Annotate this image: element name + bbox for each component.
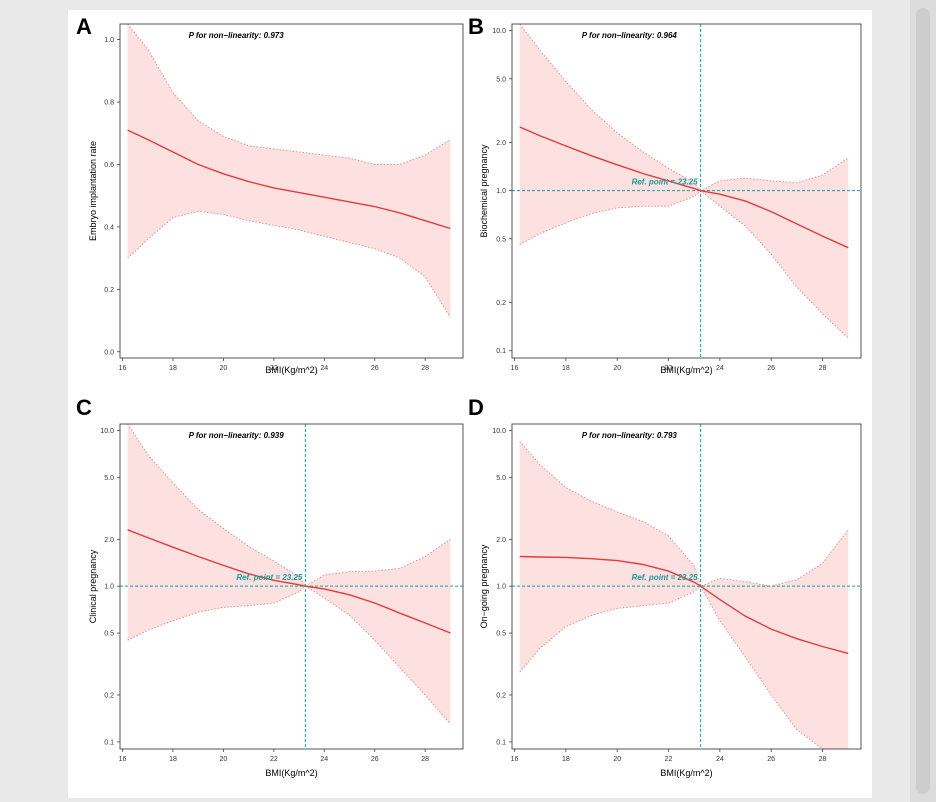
lower-ci-line bbox=[519, 585, 849, 749]
estimate-curve bbox=[127, 129, 451, 230]
vertical-scrollbar[interactable] bbox=[910, 0, 936, 802]
x-tick-label: 20 bbox=[613, 365, 621, 372]
y-axis-title: Biochemical pregnancy bbox=[479, 144, 489, 238]
x-tick-label: 18 bbox=[562, 756, 570, 763]
y-tick-label: 0.5 bbox=[104, 631, 114, 638]
upper-ci-line bbox=[127, 24, 451, 165]
x-tick-label: 18 bbox=[169, 756, 177, 763]
x-tick-label: 22 bbox=[270, 365, 278, 372]
x-tick-label: 28 bbox=[421, 365, 429, 372]
confidence-band bbox=[519, 24, 849, 338]
estimate-curve bbox=[127, 529, 451, 634]
y-tick-label: 0.2 bbox=[104, 287, 114, 294]
x-tick-label: 18 bbox=[169, 365, 177, 372]
y-tick-label: 1.0 bbox=[104, 37, 114, 44]
y-tick-label: 1.0 bbox=[496, 188, 506, 195]
y-axis-title: Clinical pregnancy bbox=[88, 549, 98, 623]
y-tick-label: 2.0 bbox=[496, 537, 506, 544]
upper-ci-line bbox=[519, 441, 849, 587]
lower-ci-line bbox=[127, 585, 451, 725]
nonlinearity-annotation: P for non−linearity: 0.964 bbox=[582, 31, 678, 40]
y-tick-label: 0.5 bbox=[496, 631, 506, 638]
y-tick-label: 0.0 bbox=[104, 349, 114, 356]
confidence-band bbox=[519, 441, 849, 749]
x-tick-label: 26 bbox=[371, 756, 379, 763]
y-tick-label: 0.1 bbox=[104, 739, 114, 746]
y-tick-label: 0.4 bbox=[104, 224, 114, 231]
confidence-band bbox=[127, 424, 451, 725]
y-tick-label: 0.2 bbox=[496, 693, 506, 700]
reference-point-label: Ref. point = 23.25 bbox=[632, 178, 699, 187]
panel-a: A P for non−linearity: 0.973 16 18 20 22 24 26 2… bbox=[76, 14, 464, 375]
y-tick-label: 10.0 bbox=[492, 428, 506, 435]
y-tick-label: 0.1 bbox=[496, 348, 506, 355]
nonlinearity-annotation: P for non−linearity: 0.939 bbox=[189, 431, 285, 440]
x-tick-label: 24 bbox=[320, 365, 328, 372]
estimate-curve bbox=[519, 555, 849, 655]
y-tick-label: 0.8 bbox=[104, 100, 114, 107]
x-tick-label: 24 bbox=[716, 756, 724, 763]
y-tick-label: 0.5 bbox=[496, 236, 506, 243]
x-tick-label: 26 bbox=[371, 365, 379, 372]
panel-letter: B bbox=[468, 14, 484, 39]
y-tick-label: 5.0 bbox=[104, 475, 114, 482]
panel-d: D Ref. point = 23.25 P for non−linearity: … bbox=[468, 395, 862, 778]
confidence-band bbox=[127, 24, 451, 318]
y-tick-label: 0.1 bbox=[496, 739, 506, 746]
x-tick-label: 26 bbox=[767, 365, 775, 372]
y-tick-label: 0.2 bbox=[104, 693, 114, 700]
panel-letter: A bbox=[76, 14, 92, 39]
y-tick-label: 1.0 bbox=[496, 584, 506, 591]
panel-letter: D bbox=[468, 395, 484, 420]
x-tick-label: 20 bbox=[220, 365, 228, 372]
y-tick-label: 10.0 bbox=[492, 28, 506, 35]
reference-point-label: Ref. point = 23.25 bbox=[236, 573, 303, 582]
x-tick-label: 16 bbox=[511, 756, 519, 763]
upper-ci-line bbox=[519, 24, 849, 192]
x-tick-label: 22 bbox=[665, 756, 673, 763]
panel-c: C Ref. point = 23.25 P for non−linearity: … bbox=[76, 395, 464, 778]
scrollbar-thumb[interactable] bbox=[916, 8, 930, 794]
x-tick-label: 20 bbox=[220, 756, 228, 763]
nonlinearity-annotation: P for non−linearity: 0.973 bbox=[189, 31, 285, 40]
panel-b: B Ref. point = 23.25 P for non−linearity: … bbox=[468, 14, 862, 375]
y-tick-label: 2.0 bbox=[496, 140, 506, 147]
x-tick-label: 22 bbox=[270, 756, 278, 763]
x-axis-title: BMI(Kg/m^2) bbox=[265, 365, 317, 375]
x-tick-label: 28 bbox=[819, 365, 827, 372]
y-tick-label: 0.2 bbox=[496, 300, 506, 307]
y-tick-label: 5.0 bbox=[496, 475, 506, 482]
y-tick-label: 0.6 bbox=[104, 162, 114, 169]
x-tick-label: 28 bbox=[819, 756, 827, 763]
x-axis-title: BMI(Kg/m^2) bbox=[660, 365, 712, 375]
y-axis-title: On−going pregnancy bbox=[479, 544, 489, 628]
figure-canvas: A P for non−linearity: 0.973 16 18 20 22 24 26 2… bbox=[76, 14, 862, 778]
lower-ci-line bbox=[519, 190, 849, 339]
x-tick-label: 16 bbox=[119, 365, 127, 372]
nonlinearity-annotation: P for non−linearity: 0.793 bbox=[582, 431, 678, 440]
x-axis-title: BMI(Kg/m^2) bbox=[265, 768, 317, 778]
x-tick-label: 20 bbox=[613, 756, 621, 763]
x-axis-title: BMI(Kg/m^2) bbox=[660, 768, 712, 778]
figure-card: A P for non−linearity: 0.973 16 18 20 22 24 26 2… bbox=[68, 10, 872, 798]
panel-letter: C bbox=[76, 395, 92, 420]
x-tick-label: 24 bbox=[716, 365, 724, 372]
y-axis-title: Embryo implantation rate bbox=[88, 141, 98, 241]
y-tick-label: 5.0 bbox=[496, 76, 506, 83]
y-tick-label: 10.0 bbox=[100, 428, 114, 435]
upper-ci-line bbox=[127, 424, 451, 587]
x-tick-label: 16 bbox=[511, 365, 519, 372]
x-tick-label: 16 bbox=[119, 756, 127, 763]
x-tick-label: 22 bbox=[665, 365, 673, 372]
y-tick-label: 2.0 bbox=[104, 537, 114, 544]
estimate-curve bbox=[519, 126, 849, 249]
x-tick-label: 28 bbox=[421, 756, 429, 763]
x-tick-label: 24 bbox=[320, 756, 328, 763]
reference-point-label: Ref. point = 23.25 bbox=[632, 573, 699, 582]
x-tick-label: 26 bbox=[767, 756, 775, 763]
y-tick-label: 1.0 bbox=[104, 584, 114, 591]
x-tick-label: 18 bbox=[562, 365, 570, 372]
plot-frame bbox=[119, 23, 464, 359]
